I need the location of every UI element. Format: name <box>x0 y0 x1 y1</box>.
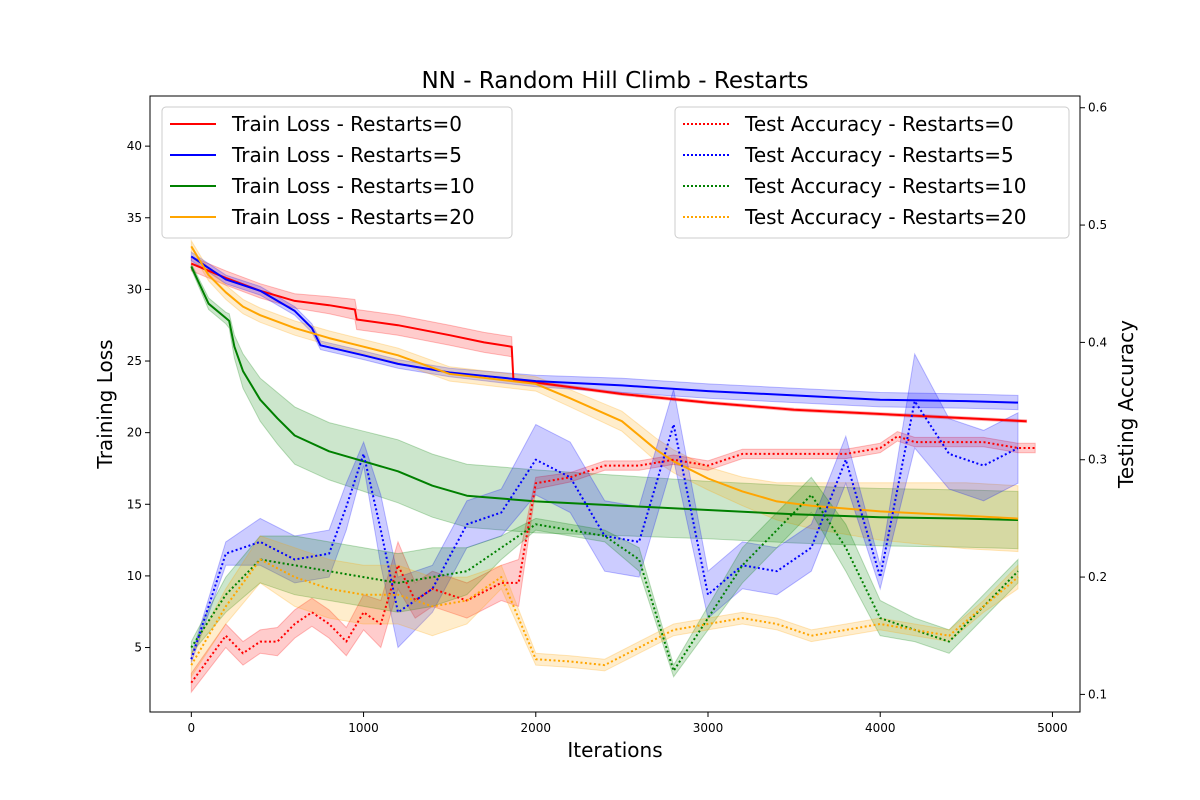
y-tick-label: 30 <box>127 282 142 296</box>
y-tick-label: 10 <box>127 569 142 583</box>
train-loss-line-0 <box>190 262 1027 423</box>
x-tick-label: 2000 <box>521 721 552 735</box>
x-tick-label: 5000 <box>1037 721 1068 735</box>
train-loss-line-2 <box>190 266 1019 521</box>
test-accuracy-band-3 <box>190 535 1019 679</box>
legend-entry: Test Accuracy - Restarts=5 <box>744 143 1014 167</box>
x-axis-label: Iterations <box>567 738 662 762</box>
y2-tick-label: 0.2 <box>1088 570 1107 584</box>
y-axis-right: 0.1 0.2 0.3 0.4 0.5 0.6 <box>1080 101 1107 701</box>
y2-tick-label: 0.3 <box>1088 453 1107 467</box>
test-accuracy-band-0 <box>190 431 1036 694</box>
x-axis: 0 1000 2000 3000 4000 5000 <box>188 712 1068 735</box>
confidence-bands <box>190 238 1036 694</box>
y-tick-label: 35 <box>127 211 142 225</box>
y2-tick-label: 0.1 <box>1088 687 1107 701</box>
legend-box-right <box>674 106 1070 239</box>
y-tick-label: 20 <box>127 426 142 440</box>
x-tick-label: 1000 <box>348 721 379 735</box>
legend-entry: Test Accuracy - Restarts=20 <box>744 205 1027 229</box>
series-lines <box>190 245 1036 684</box>
train-loss-line-3 <box>190 245 1019 520</box>
test-accuracy-line-0 <box>190 435 1036 684</box>
y2-tick-label: 0.4 <box>1088 335 1107 349</box>
legend-test-accuracy: Test Accuracy - Restarts=0 Test Accuracy… <box>674 106 1070 239</box>
legend-entry: Train Loss - Restarts=5 <box>231 143 462 167</box>
y-tick-label: 25 <box>127 354 142 368</box>
legend-box-left <box>161 106 513 239</box>
y-axis-left: 5 10 15 20 25 30 35 40 <box>127 139 150 655</box>
y-tick-label: 40 <box>127 139 142 153</box>
test-accuracy-line-2 <box>190 493 1019 672</box>
test-accuracy-band-1 <box>190 352 1019 663</box>
x-tick-label: 0 <box>188 721 196 735</box>
plot-frame <box>149 95 1081 713</box>
y2-tick-label: 0.6 <box>1088 101 1107 115</box>
x-tick-label: 3000 <box>693 721 724 735</box>
x-tick-label: 4000 <box>865 721 896 735</box>
test-accuracy-line-3 <box>190 558 1019 667</box>
train-loss-band-1 <box>190 251 1019 411</box>
legend-entry: Test Accuracy - Restarts=0 <box>744 112 1014 136</box>
train-loss-band-2 <box>190 263 1019 550</box>
y2-tick-label: 0.5 <box>1088 218 1107 232</box>
y-tick-label: 15 <box>127 497 142 511</box>
y2-axis-label: Testing Accuracy <box>1114 320 1138 489</box>
train-loss-line-1 <box>190 255 1019 404</box>
train-loss-band-0 <box>190 255 1028 424</box>
chart-title: NN - Random Hill Climb - Restarts <box>421 68 808 94</box>
legend-train-loss: Train Loss - Restarts=0 Train Loss - Res… <box>161 106 513 239</box>
train-loss-band-3 <box>190 238 1019 553</box>
legend-entry: Train Loss - Restarts=0 <box>231 112 462 136</box>
test-accuracy-band-2 <box>190 476 1019 678</box>
y-tick-label: 5 <box>134 641 142 655</box>
legend-entry: Train Loss - Restarts=10 <box>231 174 475 198</box>
legend-entry: Train Loss - Restarts=20 <box>231 205 475 229</box>
legend-entry: Test Accuracy - Restarts=10 <box>744 174 1027 198</box>
y-axis-label: Training Loss <box>93 339 117 469</box>
